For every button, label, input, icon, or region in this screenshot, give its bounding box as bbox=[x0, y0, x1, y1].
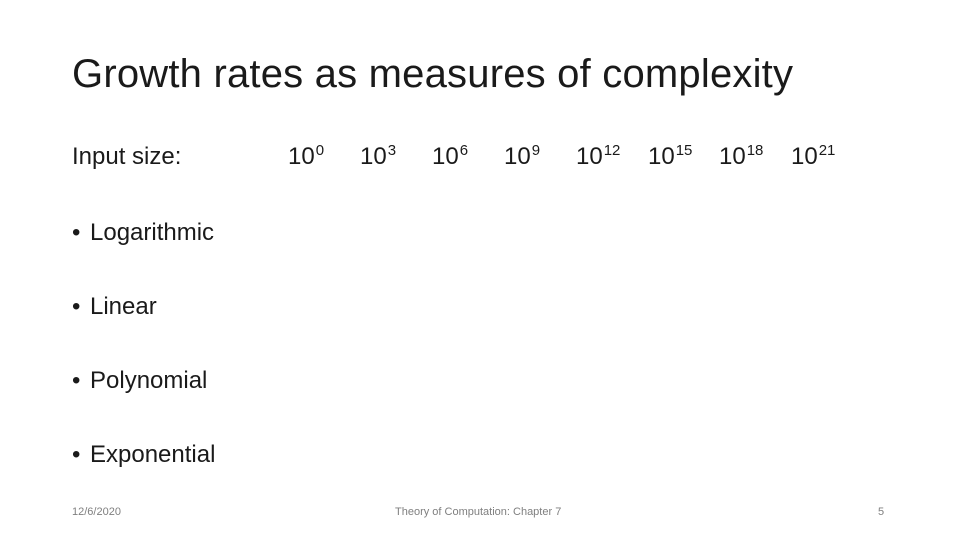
list-item: • Linear bbox=[72, 290, 215, 364]
list-item: • Exponential bbox=[72, 438, 215, 512]
input-size-value: 1021 bbox=[791, 142, 836, 170]
bullet-label: Linear bbox=[90, 293, 157, 320]
bullet-icon: • bbox=[72, 441, 81, 468]
input-size-label: Input size: bbox=[72, 143, 182, 170]
input-size-value: 1012 bbox=[576, 142, 621, 170]
bullet-icon: • bbox=[72, 367, 81, 394]
input-size-value: 106 bbox=[432, 142, 469, 170]
list-item: • Logarithmic bbox=[72, 216, 215, 290]
bullet-label: Polynomial bbox=[90, 367, 208, 394]
bullet-label: Exponential bbox=[90, 441, 216, 468]
input-size-value: 1015 bbox=[648, 142, 693, 170]
slide-title: Growth rates as measures of complexity bbox=[72, 52, 794, 96]
footer-date: 12/6/2020 bbox=[72, 506, 121, 518]
list-item: • Polynomial bbox=[72, 364, 215, 438]
input-size-value: 109 bbox=[504, 142, 541, 170]
input-size-row: Input size: 100 103 106 109 1012 1015 10… bbox=[72, 142, 872, 179]
bullet-icon: • bbox=[72, 219, 81, 246]
growth-rate-list: • Logarithmic • Linear • Polynomial • Expone… bbox=[72, 216, 215, 512]
bullet-label: Logarithmic bbox=[90, 219, 215, 246]
input-size-value: 100 bbox=[288, 142, 325, 170]
input-size-value: 103 bbox=[360, 142, 397, 170]
bullet-icon: • bbox=[72, 293, 81, 320]
page-number: 5 bbox=[878, 506, 885, 518]
input-size-value: 1018 bbox=[719, 142, 764, 170]
footer-title: Theory of Computation: Chapter 7 bbox=[395, 506, 562, 518]
